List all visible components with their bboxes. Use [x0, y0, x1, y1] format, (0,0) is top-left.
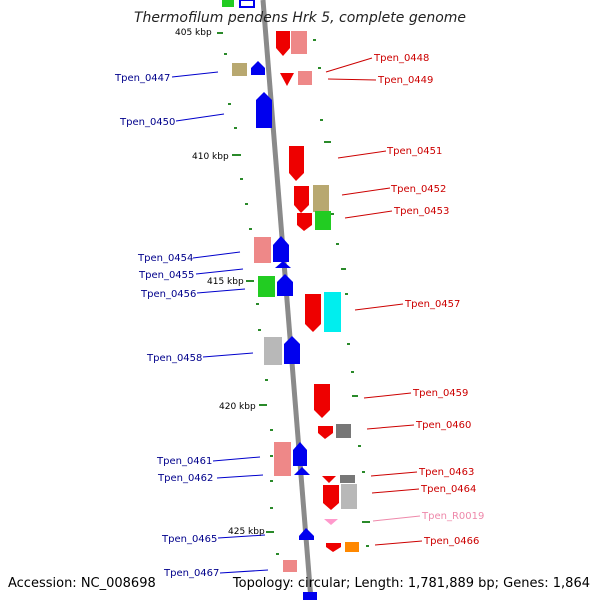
kbp-label: 405 kbp — [175, 28, 212, 38]
gene-tpen-0463-b[interactable] — [340, 475, 355, 483]
gene-label[interactable]: Tpen_0449 — [377, 75, 433, 86]
accession-text: Accession: NC_008698 — [8, 576, 156, 591]
gene-label[interactable]: Tpen_0461 — [156, 456, 212, 467]
gene-label[interactable]: Tpen_0454 — [137, 253, 193, 264]
gene-tpen-0453-b[interactable] — [315, 211, 331, 230]
gene-tpen-0452-b[interactable] — [313, 185, 329, 212]
leader-lines — [171, 57, 423, 574]
kbp-labels: 405 kbp 410 kbp 415 kbp 420 kbp 425 kbp — [175, 28, 265, 537]
gene-tpen-0460-b[interactable] — [336, 424, 351, 438]
gene-tpen-0462[interactable] — [294, 467, 310, 475]
gene-bottom-blue[interactable] — [303, 592, 317, 600]
gene-tpen-r0019[interactable] — [324, 519, 338, 525]
gene-label[interactable]: Tpen_0459 — [412, 388, 468, 399]
kbp-label: 415 kbp — [207, 277, 244, 287]
gene-label[interactable]: Tpen_0448 — [373, 53, 429, 64]
gene-tpen-0460[interactable] — [318, 426, 333, 439]
gene-tpen-0458[interactable] — [264, 337, 282, 365]
gene-tpen-0466-b[interactable] — [345, 542, 359, 552]
gene-label[interactable]: Tpen_R0019 — [421, 511, 484, 522]
gene-label[interactable]: Tpen_0452 — [390, 184, 446, 195]
gene-tpen-0456-b[interactable] — [277, 274, 293, 296]
gene-tpen-0461-b[interactable] — [293, 442, 307, 466]
gene-tpen-0466[interactable] — [326, 543, 341, 552]
genome-summary: Topology: circular; Length: 1,781,889 bp… — [232, 576, 590, 591]
gene-tpen-0456[interactable] — [258, 276, 275, 297]
gene-top-blue-outline[interactable] — [239, 0, 255, 8]
gene-label[interactable]: Tpen_0457 — [404, 299, 460, 310]
gene-label[interactable]: Tpen_0465 — [161, 534, 217, 545]
gene-tpen-0448[interactable] — [276, 31, 290, 56]
gene-label[interactable]: Tpen_0464 — [420, 484, 476, 495]
gene-label[interactable]: Tpen_0463 — [418, 467, 474, 478]
kbp-label: 425 kbp — [228, 527, 265, 537]
gene-tpen-0448-b[interactable] — [291, 31, 307, 54]
gene-tpen-0447[interactable] — [232, 63, 247, 76]
genome-backbone — [260, 0, 314, 600]
gene-tpen-0450[interactable] — [256, 92, 272, 128]
kbp-label: 410 kbp — [192, 152, 229, 162]
gene-tpen-0454-b[interactable] — [273, 236, 289, 262]
gene-label[interactable]: Tpen_0455 — [138, 270, 194, 281]
kbp-label: 420 kbp — [219, 402, 256, 412]
right-gene-labels: Tpen_0448 Tpen_0449 Tpen_0451 Tpen_0452 … — [373, 53, 484, 547]
map-title: Thermofilum pendens Hrk 5, complete geno… — [134, 10, 466, 26]
gene-label[interactable]: Tpen_0456 — [140, 289, 196, 300]
gene-tpen-0463[interactable] — [322, 476, 336, 483]
gene-tpen-0449[interactable] — [280, 73, 294, 86]
gene-label[interactable]: Tpen_0453 — [393, 206, 449, 217]
gene-label[interactable]: Tpen_0458 — [146, 353, 202, 364]
gene-tpen-0454[interactable] — [254, 237, 271, 263]
gene-tpen-0467[interactable] — [283, 560, 297, 572]
scale-ticks — [217, 32, 370, 555]
gene-tpen-0457-b[interactable] — [324, 292, 341, 332]
gene-label[interactable]: Tpen_0462 — [157, 473, 213, 484]
gene-label[interactable]: Tpen_0451 — [386, 146, 442, 157]
gene-tpen-0465[interactable] — [299, 528, 314, 540]
left-gene-labels: Tpen_0447 Tpen_0450 Tpen_0454 Tpen_0455 … — [114, 73, 219, 579]
gene-tpen-0447-b[interactable] — [251, 61, 265, 75]
gene-tpen-0453[interactable] — [297, 213, 312, 231]
gene-tpen-0452[interactable] — [294, 186, 309, 213]
gene-label[interactable]: Tpen_0460 — [415, 420, 471, 431]
gene-tpen-0459[interactable] — [314, 384, 330, 418]
gene-features — [222, 0, 359, 600]
gene-tpen-0449-b[interactable] — [298, 71, 312, 85]
gene-tpen-0461[interactable] — [274, 442, 291, 476]
gene-tpen-0455[interactable] — [275, 261, 291, 268]
gene-tpen-0458-b[interactable] — [284, 336, 300, 364]
gene-label[interactable]: Tpen_0447 — [114, 73, 170, 84]
gene-tpen-0464[interactable] — [323, 485, 339, 510]
gene-top-green[interactable] — [222, 0, 234, 7]
gene-tpen-0464-b[interactable] — [341, 484, 357, 509]
gene-tpen-0451[interactable] — [289, 146, 304, 181]
gene-label[interactable]: Tpen_0467 — [163, 568, 219, 579]
gene-tpen-0457[interactable] — [305, 294, 321, 332]
gene-label[interactable]: Tpen_0450 — [119, 117, 175, 128]
gene-label[interactable]: Tpen_0466 — [423, 536, 479, 547]
